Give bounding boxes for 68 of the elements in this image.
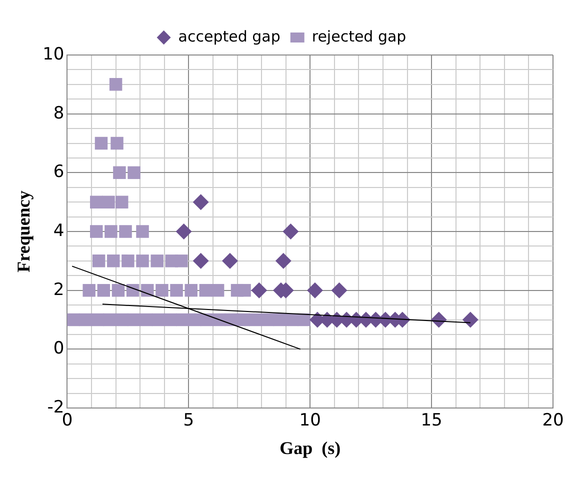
point [116, 313, 128, 326]
point [150, 254, 164, 268]
point [102, 196, 115, 208]
point [79, 313, 92, 326]
point [122, 254, 134, 268]
point [211, 284, 224, 297]
point [261, 313, 274, 326]
point [128, 166, 140, 180]
point [298, 313, 310, 326]
point [119, 225, 132, 238]
y-tick-label: 8 [53, 103, 64, 124]
point [112, 284, 125, 297]
x-tick-label: 20 [542, 410, 564, 431]
point [462, 312, 478, 328]
point [236, 313, 250, 326]
x-tick-label: 10 [299, 410, 321, 431]
point [116, 196, 128, 208]
point [164, 313, 177, 326]
point [222, 252, 238, 269]
point [238, 284, 251, 297]
point [136, 225, 149, 238]
point [175, 254, 188, 268]
point [331, 282, 348, 298]
point [273, 313, 286, 326]
point [184, 284, 198, 297]
point [109, 78, 122, 91]
x-tick-label: 5 [183, 410, 194, 431]
point [67, 313, 80, 326]
x-axis-title: Gap (s) [280, 438, 341, 458]
point [91, 313, 104, 326]
y-tick-label: 4 [53, 220, 64, 241]
y-tick-label: 10 [42, 44, 64, 64]
y-tick-label: 6 [53, 162, 64, 182]
y-tick-label: 0 [53, 338, 64, 359]
point [128, 313, 140, 326]
point [152, 313, 165, 326]
y-tick-label: -2 [47, 397, 64, 418]
point [107, 254, 120, 268]
point [103, 313, 116, 326]
point [90, 196, 103, 208]
point [82, 284, 96, 297]
point [176, 313, 189, 326]
point [90, 225, 103, 238]
point [275, 252, 292, 269]
point [188, 313, 202, 326]
point [199, 284, 212, 297]
y-axis-title: Frequency [13, 190, 34, 272]
point [251, 282, 268, 298]
legend-label: accepted gap [178, 27, 280, 46]
point [140, 313, 153, 326]
x-tick-label: 15 [420, 410, 442, 431]
y-tick-label: 2 [53, 280, 64, 300]
point [192, 252, 209, 269]
point [192, 194, 209, 210]
point [97, 284, 110, 297]
point [170, 284, 183, 297]
point [306, 282, 323, 298]
point [249, 313, 262, 326]
point [176, 224, 192, 240]
point [282, 224, 299, 240]
point [92, 254, 106, 268]
point [110, 136, 124, 150]
point [94, 136, 108, 150]
point [113, 166, 126, 180]
point [104, 225, 118, 238]
legend-label: rejected gap [312, 27, 406, 46]
point [156, 284, 168, 297]
point [136, 254, 149, 268]
